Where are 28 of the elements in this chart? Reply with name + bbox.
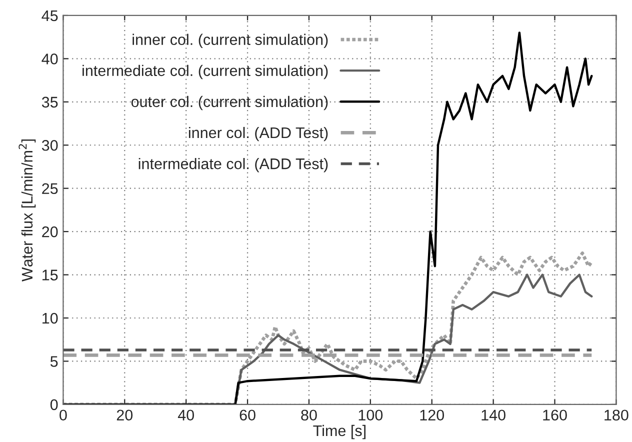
x-tick-label: 160 — [543, 410, 567, 421]
x-tick-label: 20 — [116, 410, 133, 421]
y-tick-label: 30 — [42, 140, 58, 151]
legend-label: outer col. (current simulation) — [131, 96, 328, 110]
x-tick-label: 60 — [240, 410, 256, 421]
x-tick-label: 120 — [420, 410, 444, 421]
y-tick-label: 5 — [50, 356, 58, 367]
x-tick-label: 0 — [60, 410, 67, 421]
y-axis-title: Water flux [L/min/m$^{2}$] — [18, 139, 36, 282]
y-tick-label: 45 — [42, 10, 58, 22]
legend-label: inner col. (current simulation) — [132, 34, 328, 48]
y-tick-label: 25 — [42, 183, 58, 194]
y-tick-label: 35 — [42, 96, 58, 108]
x-tick-label: 40 — [178, 410, 194, 421]
x-tick-label: 140 — [482, 410, 506, 421]
y-tick-label: 20 — [42, 226, 58, 238]
line-series — [63, 32, 593, 404]
legend-label: intermediate col. (current simulation) — [82, 64, 328, 80]
x-tick-label: 100 — [358, 410, 383, 421]
x-tick-label: 80 — [301, 410, 317, 421]
x-axis-title: Time [s] — [313, 424, 366, 440]
y-tick-label: 15 — [42, 270, 58, 280]
y-tick-label: 0 — [50, 399, 58, 410]
legend-label: inner col. (ADD Test) — [188, 126, 328, 142]
y-tick-label: 40 — [42, 54, 58, 64]
legend-label: intermediate col. (ADD Test) — [138, 158, 328, 172]
x-tick-label: 180 — [604, 410, 628, 421]
y-tick-label: 10 — [42, 312, 58, 324]
